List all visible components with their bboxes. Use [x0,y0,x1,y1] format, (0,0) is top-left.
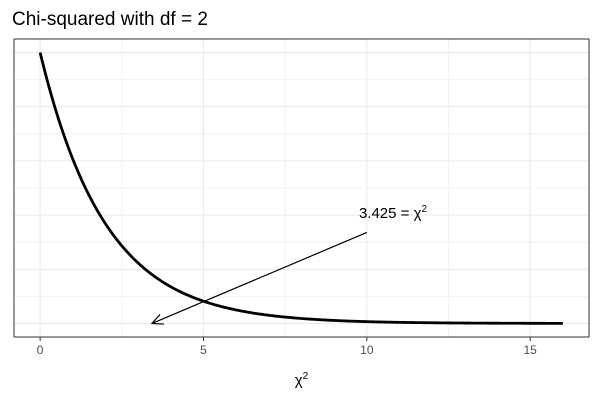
x-tick-label: 0 [37,343,44,357]
annotation-label-base: 3.425 = χ [359,205,422,222]
x-tick-label: 10 [360,343,374,357]
x-axis: 0 5 10 15 [37,337,537,357]
grid-layer [14,39,589,337]
panel-border [13,38,590,338]
x-axis-title-base: χ [295,372,303,389]
x-tick-label: 15 [524,343,538,357]
x-axis-title: χ2 [295,371,309,389]
x-tick-label: 5 [200,343,207,357]
x-axis-title-superscript: 2 [303,371,309,382]
annotation-label: 3.425 = χ2 [359,204,428,222]
annotation-arrow-head [150,314,165,325]
annotation-arrow-shaft [151,231,368,325]
chart-title: Chi-squared with df = 2 [12,9,208,30]
density-curve-line [38,52,563,325]
annotation: 3.425 = χ2 [150,204,428,325]
annotation-label-superscript: 2 [421,204,427,215]
